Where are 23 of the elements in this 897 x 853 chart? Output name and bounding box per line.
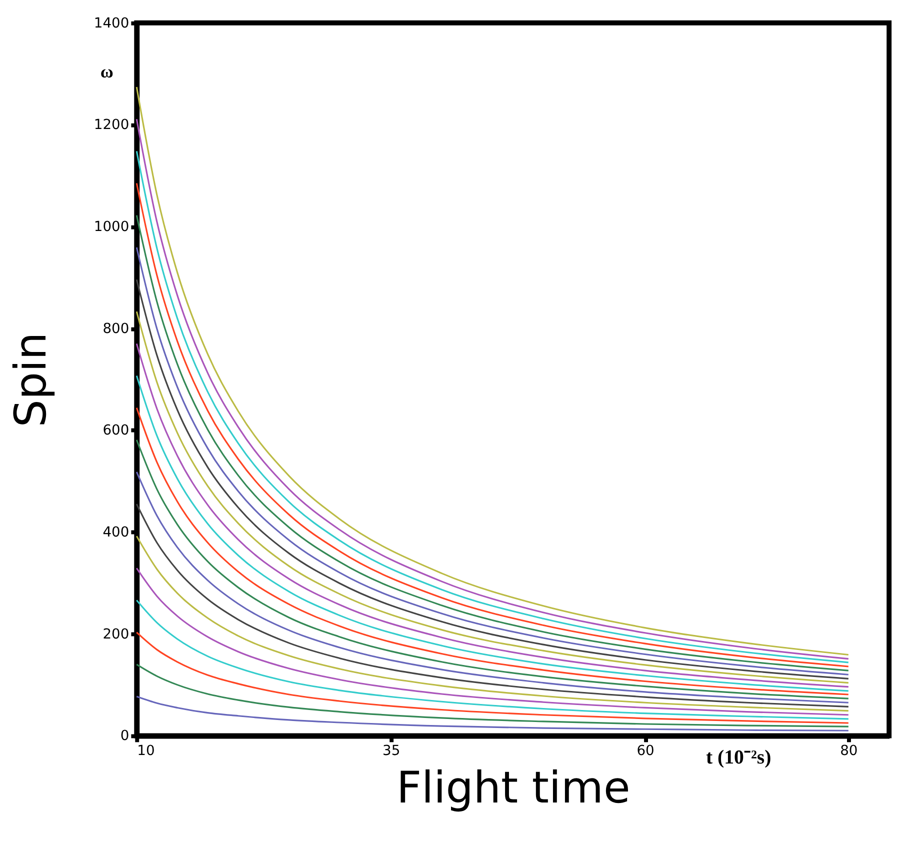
line-series bbox=[136, 632, 850, 724]
x-tick-label: 10 bbox=[137, 743, 155, 760]
line-series bbox=[136, 535, 850, 712]
y-tick-label: 1200 bbox=[94, 117, 130, 134]
text: t (10⁻²s) bbox=[706, 746, 772, 768]
x-tick-label: 80 bbox=[840, 743, 858, 760]
x-axis-title: Flight time bbox=[396, 764, 630, 814]
line-series bbox=[136, 696, 850, 732]
y-tick-label: 1400 bbox=[94, 15, 130, 32]
line-series bbox=[136, 503, 850, 708]
y-tick-label: 600 bbox=[102, 422, 130, 439]
line-series bbox=[136, 664, 850, 728]
line-series bbox=[136, 567, 850, 716]
y-tick-label: 0 bbox=[120, 728, 130, 744]
x-tick-label: 60 bbox=[636, 743, 654, 760]
line-series bbox=[136, 599, 850, 720]
y-tick-label: 200 bbox=[102, 626, 130, 642]
y-axis-title: Spin bbox=[6, 332, 56, 428]
y-tick-label: 400 bbox=[102, 524, 130, 541]
y-tick-label: 800 bbox=[102, 320, 130, 337]
text: ω bbox=[100, 62, 114, 82]
y-tick-label: 1000 bbox=[94, 219, 130, 236]
x-tick-label: 35 bbox=[382, 743, 400, 760]
